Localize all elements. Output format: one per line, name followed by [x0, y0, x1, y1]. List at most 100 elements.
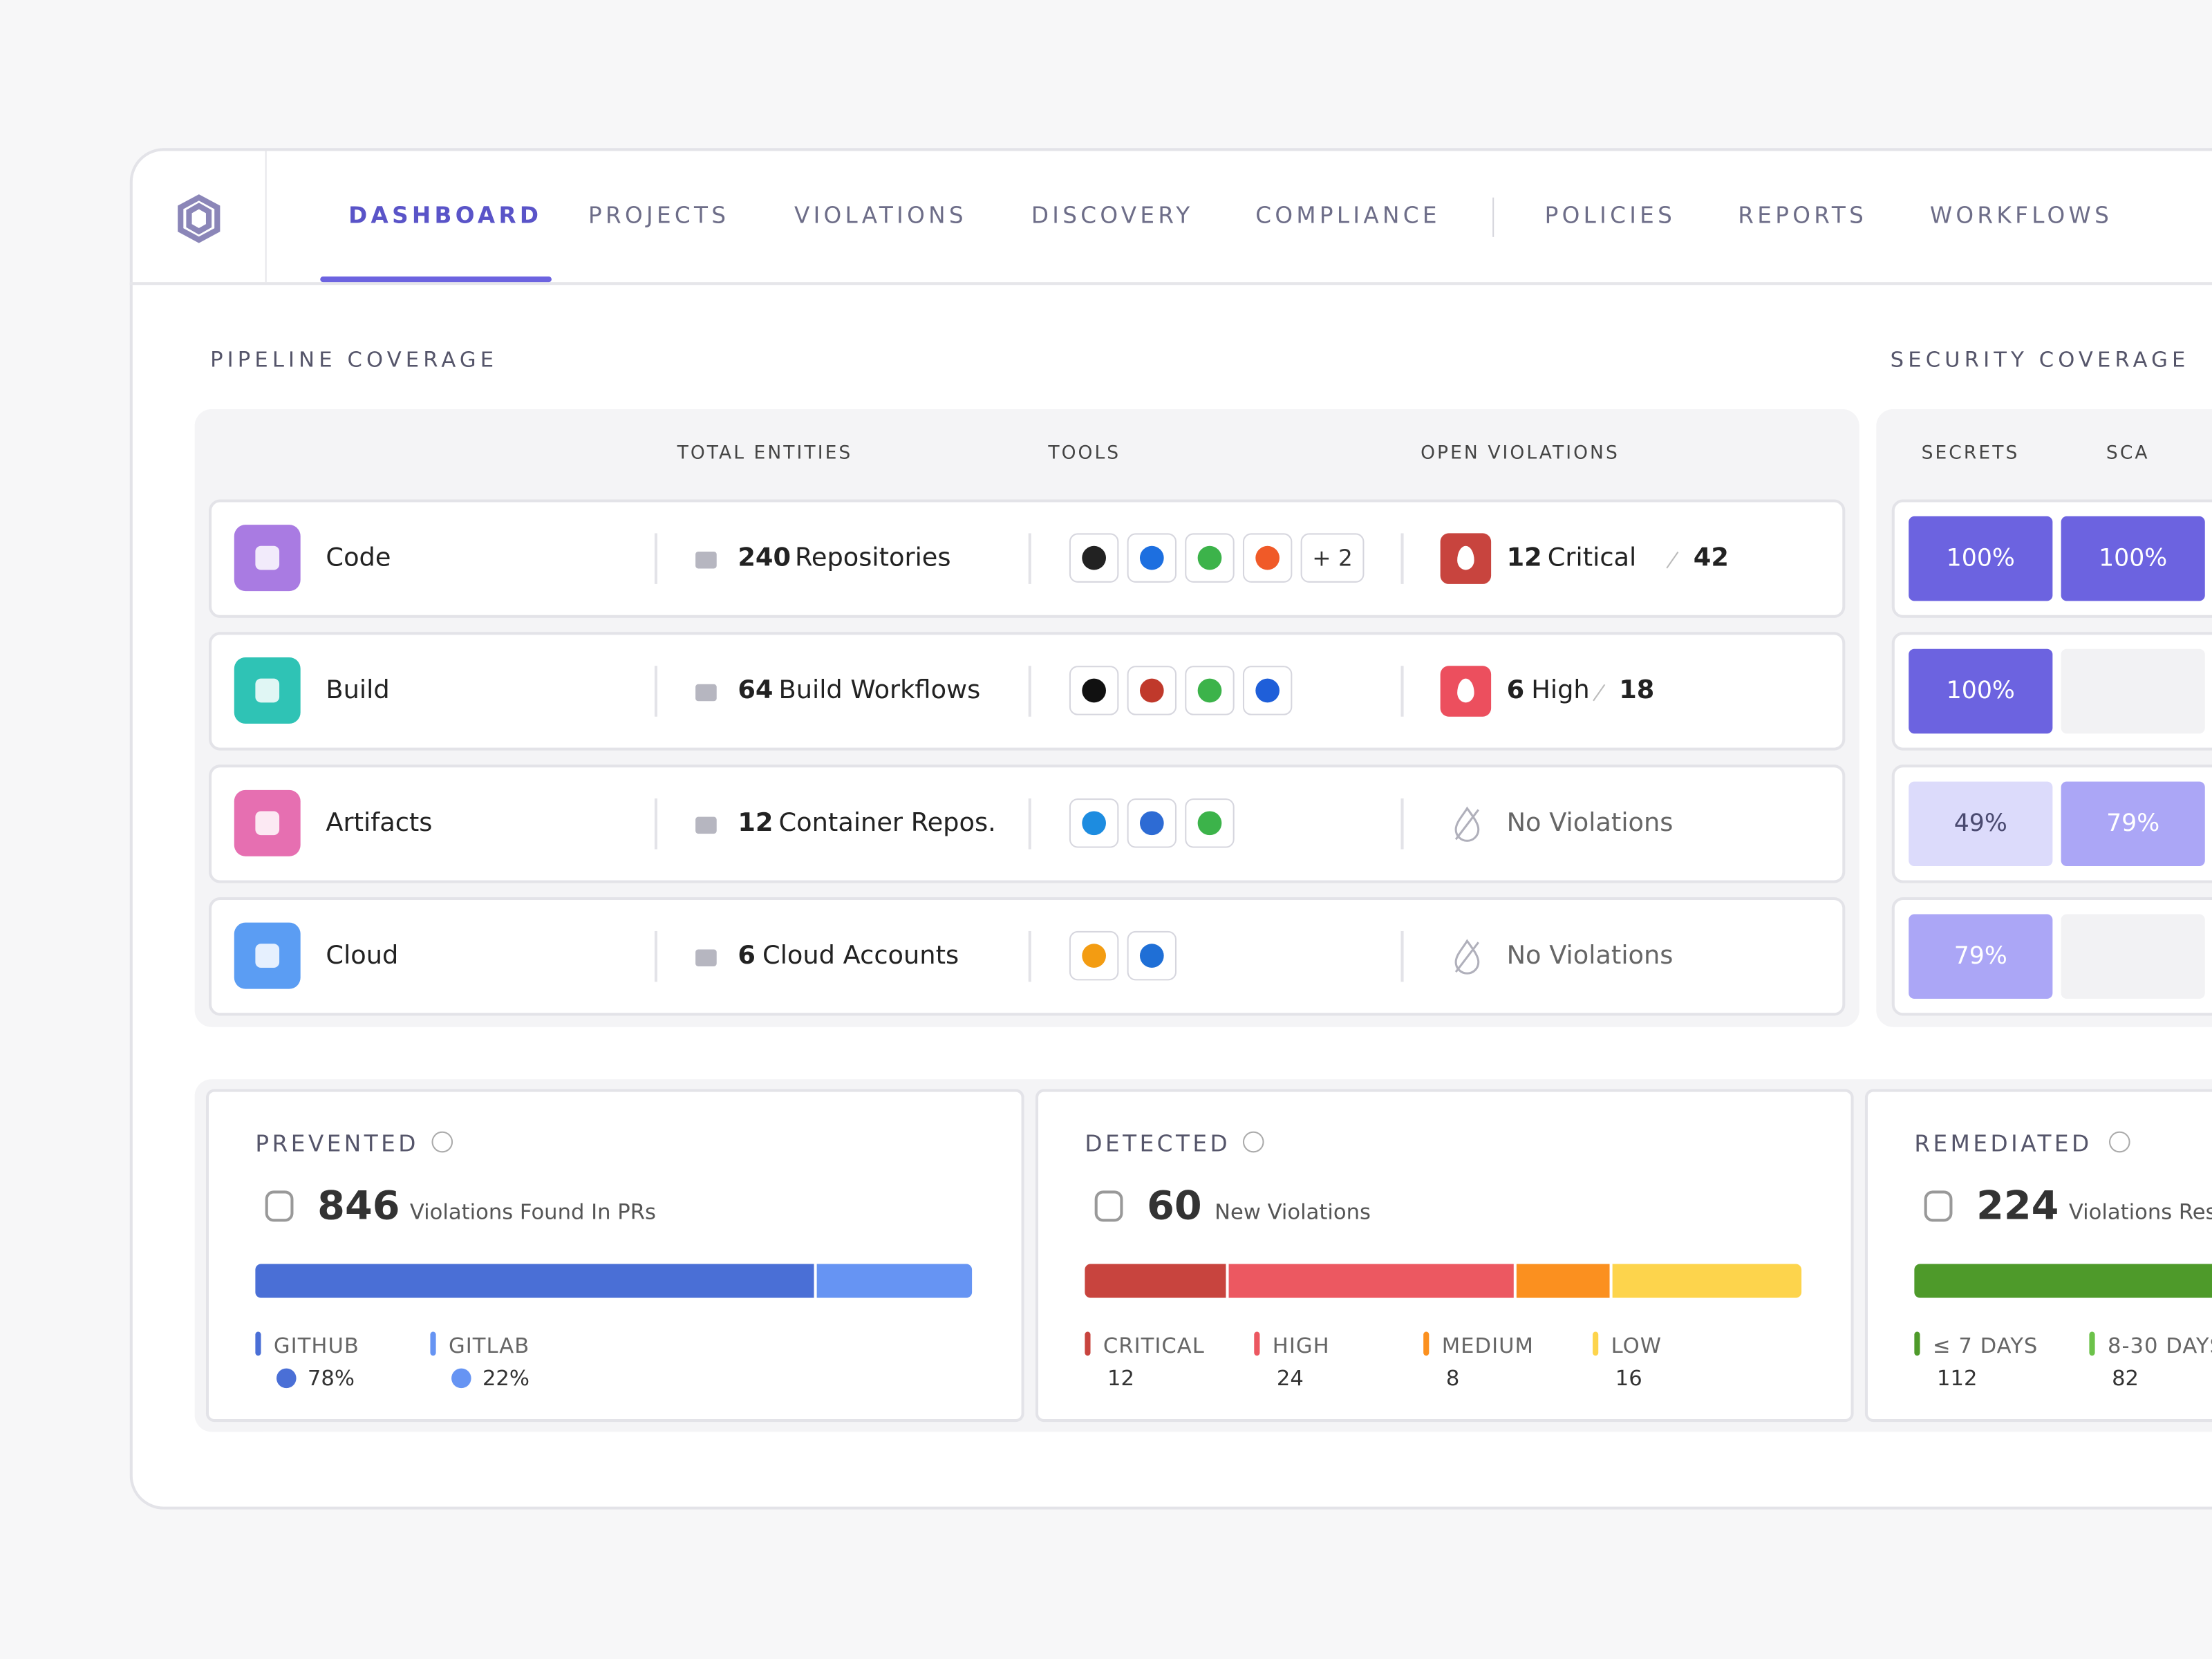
legend-name: LOW	[1611, 1333, 1662, 1359]
cell-divider	[654, 666, 658, 717]
entity-count: 6	[738, 941, 756, 971]
violation-severity: High	[1531, 675, 1590, 706]
violation-total: 18	[1619, 675, 1655, 706]
tool-icon	[1242, 533, 1293, 583]
nav-item[interactable]: PROJECTS	[588, 201, 730, 229]
entity-label: Repositories	[794, 543, 951, 573]
info-icon	[431, 1131, 453, 1153]
metric-icon	[265, 1190, 294, 1222]
slash	[1592, 684, 1605, 702]
entity-icon	[695, 816, 717, 834]
bar-segment	[255, 1264, 814, 1298]
info-icon	[1242, 1131, 1264, 1153]
entity-count: 12	[738, 808, 774, 838]
cell-divider	[654, 930, 658, 982]
bar-segment	[1516, 1264, 1610, 1298]
entity-label: Container Repos.	[778, 808, 996, 838]
bar-segment	[1914, 1264, 2212, 1298]
legend-swatch	[1914, 1331, 1920, 1356]
coverage-cell	[2061, 648, 2205, 734]
legend-value: 12	[1107, 1365, 1134, 1391]
cell-divider	[1028, 930, 1031, 982]
row-name: Build	[326, 675, 390, 706]
coverage-cell: 79%	[1909, 914, 2053, 999]
tool-glyph	[1082, 545, 1106, 570]
tool-icon	[1185, 798, 1235, 848]
bar-segment	[1085, 1264, 1226, 1298]
tool-glyph	[1082, 811, 1106, 836]
legend-swatch	[1423, 1331, 1430, 1356]
legend-value: 112	[1937, 1365, 1978, 1391]
legend-name: 8-30 DAYS	[2107, 1333, 2212, 1359]
coverage-cell: 100%	[1909, 648, 2053, 734]
cell-divider	[1028, 666, 1031, 717]
nav-item[interactable]: VIOLATIONS	[794, 201, 967, 229]
tool-icon	[1185, 666, 1235, 715]
legend-name: ≤ 7 DAYS	[1932, 1333, 2038, 1359]
no-violations: No Violations	[1506, 808, 1674, 838]
legend-name: HIGH	[1272, 1333, 1330, 1359]
violation-severity: Critical	[1547, 543, 1637, 573]
nav-item[interactable]: REPORTS	[1738, 201, 1868, 229]
section-title: SECURITY COVERAGE	[1890, 347, 2190, 373]
tool-glyph	[1139, 811, 1164, 836]
tool-glyph	[1082, 944, 1106, 968]
tool-glyph	[1139, 678, 1164, 703]
logo	[178, 194, 221, 243]
legend-value: 78%	[307, 1365, 355, 1391]
violation-glyph	[1457, 545, 1474, 570]
column-header: TOOLS	[1048, 442, 1121, 465]
row-icon-glyph	[255, 944, 280, 968]
nav-item[interactable]: WORKFLOWS	[1929, 201, 2113, 229]
entity-count: 240	[738, 543, 791, 573]
tool-icon	[1127, 798, 1177, 848]
column-header: SECRETS	[1921, 442, 2020, 465]
column-header: TOTAL ENTITIES	[677, 442, 853, 465]
bar-segment	[1612, 1264, 1802, 1298]
tool-icon	[1069, 930, 1119, 981]
entity-label: Build Workflows	[778, 675, 981, 706]
cell-divider	[654, 533, 658, 584]
nav-item[interactable]: POLICIES	[1544, 201, 1676, 229]
row-icon-glyph	[255, 811, 280, 836]
tool-glyph	[1197, 545, 1222, 570]
column-header: SCA	[2106, 442, 2150, 465]
nav-item[interactable]: COMPLIANCE	[1255, 201, 1441, 229]
nav-item[interactable]: DISCOVERY	[1031, 201, 1194, 229]
logo-divider	[265, 151, 267, 283]
cell-divider	[654, 798, 658, 850]
bar-segment	[816, 1264, 973, 1298]
nav-item[interactable]: DASHBOARD	[348, 201, 543, 229]
legend-name: MEDIUM	[1441, 1333, 1535, 1359]
entity-icon	[695, 949, 717, 966]
row-icon-glyph	[255, 545, 280, 570]
tool-glyph	[1255, 678, 1280, 703]
metric-card: DETECTED 60 New Violations CRITICAL 12 HIGH 24…	[1035, 1089, 1854, 1423]
cell-divider	[1400, 533, 1404, 584]
coverage-cell: 100%	[1909, 516, 2053, 601]
tool-glyph	[1255, 545, 1280, 570]
legend-name: GITHUB	[273, 1333, 359, 1359]
pipeline-row: Cloud 6 Cloud Accounts No Violations	[209, 897, 1846, 1016]
legend-swatch	[1085, 1331, 1091, 1356]
row-icon-glyph	[255, 678, 280, 703]
legend-value: 22%	[482, 1365, 530, 1391]
tool-icon	[1127, 930, 1177, 981]
entity-icon	[695, 684, 717, 702]
metric-caption: Violations Res	[2068, 1199, 2212, 1225]
coverage-cell: 79%	[2061, 781, 2205, 867]
tool-icon	[1127, 666, 1177, 715]
metric-value: 846	[317, 1182, 400, 1229]
no-violation-icon	[1452, 804, 1483, 843]
legend-value: 82	[2112, 1365, 2139, 1391]
violation-count: 6	[1506, 675, 1525, 706]
pipeline-row: Artifacts 12 Container Repos. No Violations	[209, 765, 1846, 883]
pipeline-row: Build 64 Build Workflows 6 High 18	[209, 632, 1846, 751]
metric-value: 224	[1976, 1182, 2059, 1229]
legend-swatch	[255, 1331, 261, 1356]
entity-count: 64	[738, 675, 774, 706]
bar-segment	[1228, 1264, 1514, 1298]
tool-glyph	[1139, 944, 1164, 968]
cell-divider	[1028, 798, 1031, 850]
